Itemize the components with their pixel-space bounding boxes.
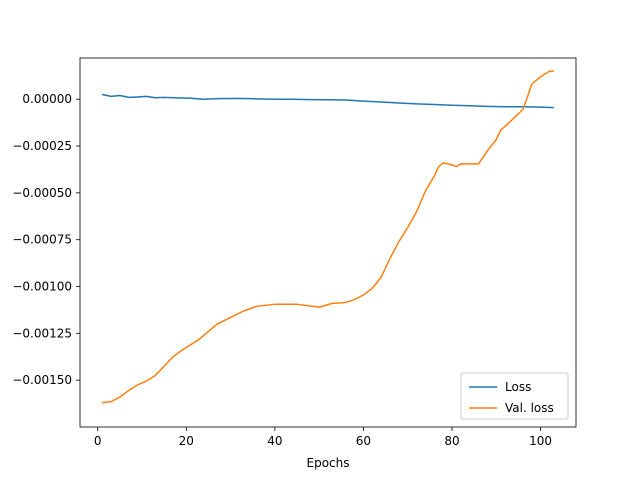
y-tick-label: −0.00150 [12, 373, 72, 387]
legend: Loss Val. loss [460, 372, 569, 420]
y-tick-label: −0.00100 [12, 280, 72, 294]
legend-label: Loss [505, 380, 531, 394]
x-tick-label: 20 [179, 434, 194, 448]
x-tick-label: 80 [444, 434, 459, 448]
y-tick-label: −0.00025 [12, 139, 72, 153]
legend-label: Val. loss [505, 401, 554, 415]
plot-frame [79, 57, 577, 428]
plot-lines [101, 70, 554, 404]
x-axis-label: Epochs [307, 456, 350, 470]
x-tick-label: 40 [267, 434, 282, 448]
series-line-1 [102, 70, 554, 404]
y-tick-label: −0.00075 [12, 233, 72, 247]
y-tick-label: −0.00050 [12, 186, 72, 200]
x-tick-label: 0 [94, 434, 102, 448]
x-tick-label: 100 [529, 434, 552, 448]
series-line-0 [101, 93, 554, 109]
x-tick-label: 60 [356, 434, 371, 448]
y-tick-label: 0.00000 [22, 92, 72, 106]
x-axis-ticks: 0 20 40 60 80 100 [94, 427, 552, 448]
y-axis-ticks: 0.00000 −0.00025 −0.00050 −0.00075 −0.00100 −… [12, 92, 80, 387]
y-tick-label: −0.00125 [12, 326, 72, 340]
